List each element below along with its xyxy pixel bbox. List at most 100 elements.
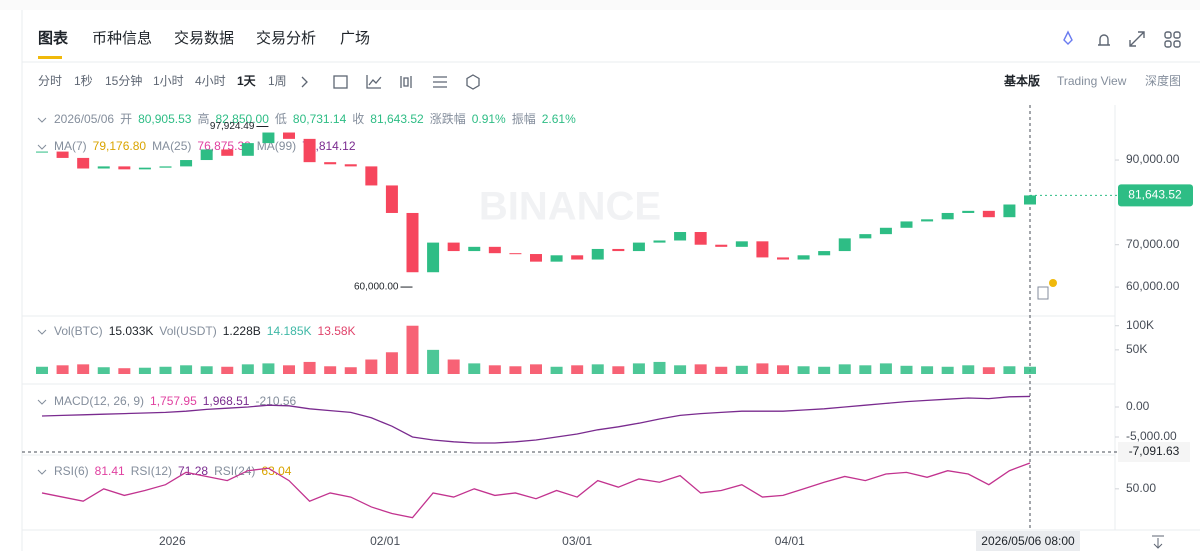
y-tick-label: 60,000.00 xyxy=(1126,279,1180,293)
interval[interactable]: 分时 xyxy=(38,74,62,88)
volume-bar xyxy=(1024,366,1036,374)
candle xyxy=(715,244,728,247)
candle xyxy=(530,254,542,262)
note-icon[interactable] xyxy=(1037,286,1049,300)
volume-bar xyxy=(715,366,728,374)
tab[interactable]: 交易数据 xyxy=(174,29,234,47)
volume-bar xyxy=(262,363,275,374)
volume-bar xyxy=(138,367,151,374)
collapse-arrow[interactable] xyxy=(37,469,47,475)
candle xyxy=(674,232,687,241)
volume-bar xyxy=(77,364,90,374)
volume-bar xyxy=(56,365,69,374)
volume-bar xyxy=(283,365,295,374)
info-item: MA(25) xyxy=(152,139,191,153)
interval[interactable]: 4小时 xyxy=(195,74,226,88)
interval[interactable]: 1秒 xyxy=(74,74,93,88)
volume-bar xyxy=(530,364,542,374)
candle xyxy=(56,151,69,158)
view-option[interactable]: Trading View xyxy=(1057,74,1127,88)
candle xyxy=(818,251,831,256)
candle-icon[interactable] xyxy=(400,76,412,88)
tool-icons xyxy=(301,74,480,90)
volume-bar xyxy=(324,366,337,374)
dropdown-icon[interactable] xyxy=(301,76,308,88)
y-tick-label: 90,000.00 xyxy=(1126,152,1180,166)
volume-bar xyxy=(180,365,193,374)
candle xyxy=(941,212,954,220)
note-dot xyxy=(1049,279,1057,287)
candle xyxy=(1003,204,1016,218)
info-item: 开 xyxy=(120,112,132,126)
layout-icon[interactable] xyxy=(1173,31,1181,39)
layout-icon[interactable] xyxy=(1173,40,1181,48)
info-item: Vol(BTC) xyxy=(54,324,103,338)
volume-bar xyxy=(488,365,501,374)
interval[interactable]: 15分钟 xyxy=(105,73,142,88)
candle xyxy=(241,143,254,156)
candle xyxy=(632,242,645,252)
candle xyxy=(365,166,378,186)
layout-icon[interactable] xyxy=(1164,31,1172,39)
indicator-icon[interactable] xyxy=(366,75,382,89)
candle xyxy=(77,157,90,169)
candle xyxy=(283,132,295,139)
settings-icon[interactable] xyxy=(433,76,447,88)
tab[interactable]: 图表 xyxy=(38,29,69,47)
candle xyxy=(509,253,522,255)
panel-lines xyxy=(22,105,1200,531)
crosshair-time: 2026/05/06 08:00 xyxy=(981,534,1075,548)
view-option[interactable]: 基本版 xyxy=(1003,73,1040,88)
alert-icon[interactable] xyxy=(1098,34,1110,46)
scroll-icon[interactable] xyxy=(1152,535,1164,549)
collapse-arrow[interactable] xyxy=(37,144,47,150)
interval[interactable]: 1周 xyxy=(268,74,287,88)
volume-bar xyxy=(838,364,851,374)
layout-icon[interactable] xyxy=(1164,40,1172,48)
candle xyxy=(859,234,872,239)
tab[interactable]: 币种信息 xyxy=(92,30,152,47)
volume-bar xyxy=(550,366,563,374)
volume-bar xyxy=(612,366,625,374)
interval[interactable]: 1小时 xyxy=(153,74,184,88)
info-item: 79,176.80 xyxy=(93,139,147,153)
candle xyxy=(118,166,131,170)
candle xyxy=(180,160,193,167)
calendar-icon[interactable] xyxy=(333,75,348,89)
tab[interactable]: 广场 xyxy=(340,30,370,47)
info-item: 0.91% xyxy=(472,112,506,126)
info-item: 1.228B xyxy=(223,324,261,338)
candle xyxy=(36,151,48,153)
volume-bar xyxy=(221,366,234,374)
view-option[interactable]: 深度图 xyxy=(1145,73,1181,88)
ai-icon[interactable] xyxy=(1063,30,1073,45)
volume-bar xyxy=(36,366,48,374)
interval[interactable]: 1天 xyxy=(237,74,257,88)
candle xyxy=(571,255,584,260)
info-item: 高 xyxy=(197,111,209,126)
tab[interactable]: 交易分析 xyxy=(256,29,316,47)
expand-icon[interactable] xyxy=(1129,31,1145,47)
x-tick-label: 2026 xyxy=(159,534,186,548)
candle xyxy=(324,162,337,165)
info-item: 涨跌幅 xyxy=(430,111,466,126)
y-tick-label: 50.00 xyxy=(1126,481,1156,495)
info-item: 1,757.95 xyxy=(150,394,197,408)
candle xyxy=(879,227,892,235)
info-item: MACD(12, 26, 9) xyxy=(54,394,144,408)
candle xyxy=(159,166,172,168)
info-item: 82,850.00 xyxy=(215,112,269,126)
candle xyxy=(1024,195,1036,205)
candle xyxy=(427,242,440,273)
collapse-arrow[interactable] xyxy=(37,399,47,405)
x-tick-label: 02/01 xyxy=(370,534,400,548)
collapse-arrow[interactable] xyxy=(37,329,47,335)
tools-icon[interactable] xyxy=(466,74,480,90)
collapse-arrow[interactable] xyxy=(37,117,47,123)
header-icons xyxy=(1063,30,1181,48)
active-tab-underline xyxy=(38,56,62,59)
top-strip xyxy=(0,0,1200,10)
